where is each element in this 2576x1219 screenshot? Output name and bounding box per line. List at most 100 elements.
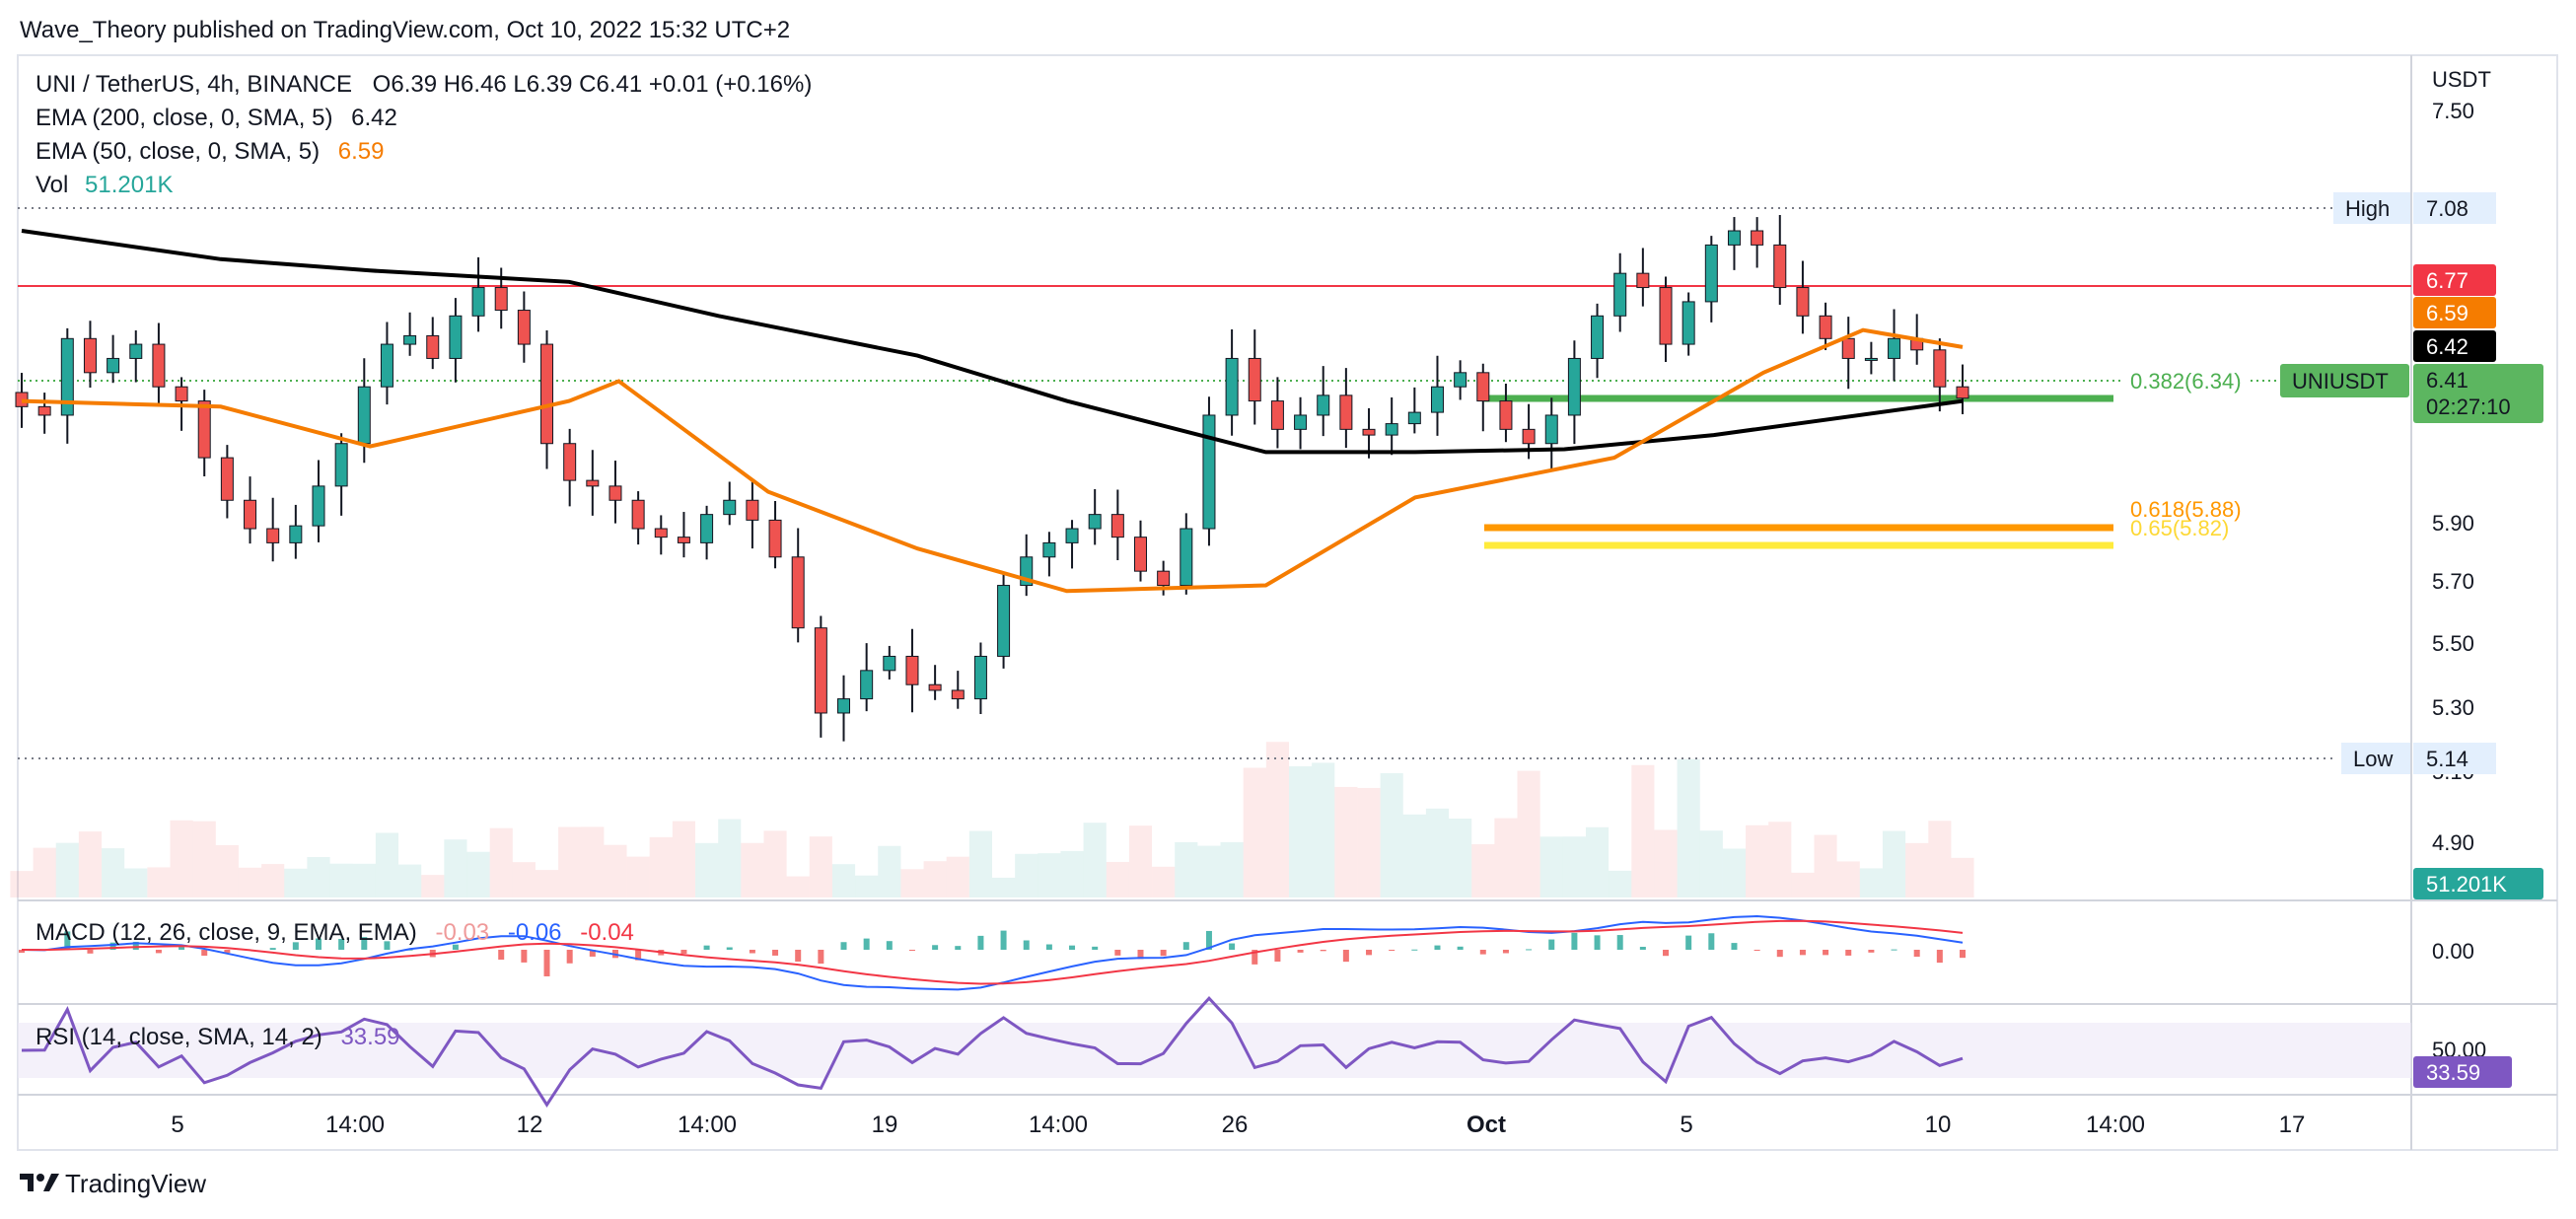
volume-bar (147, 867, 171, 897)
volume-bar (604, 844, 627, 897)
volume-bar (489, 827, 513, 897)
volume-bar (1905, 842, 1929, 897)
candle-down (220, 457, 234, 501)
macd-legend[interactable]: MACD (12, 26, close, 9, EMA, EMA) -0.03 … (36, 919, 634, 946)
time-tick: 17 (2279, 1111, 2306, 1138)
macd-histogram-bar (908, 950, 915, 951)
ema50-legend[interactable]: EMA (50, close, 0, SMA, 5) 6.59 (36, 138, 385, 165)
volume-bar (398, 864, 422, 897)
volume-bar (170, 820, 193, 897)
footer-brand[interactable]: TradingView (65, 1169, 206, 1198)
volume-bar (1128, 825, 1153, 897)
last-symbol-badge[interactable] (2280, 364, 2409, 397)
macd-histogram-bar (1639, 947, 1646, 950)
volume-bar (1677, 758, 1700, 897)
symbol-legend[interactable]: UNI / TetherUS, 4h, BINANCE O6.39 H6.46 … (36, 71, 812, 98)
volume-bar (444, 839, 467, 897)
candle-down (152, 343, 166, 388)
volume-bar (1402, 814, 1426, 897)
macd-histogram-bar (315, 938, 322, 950)
high-label: High (2345, 196, 2390, 221)
macd-histogram-bar (1182, 942, 1189, 950)
macd-histogram-bar (1616, 935, 1623, 950)
macd-histogram-bar (1936, 950, 1943, 964)
candle-up (1225, 357, 1239, 416)
candle-down (608, 485, 622, 501)
tradingview-logo-icon (20, 1174, 59, 1191)
low-label-box (2341, 743, 2410, 774)
volume-bar (649, 836, 673, 897)
last-symbol-text: UNIUSDT (2292, 369, 2389, 394)
candle-down (563, 443, 577, 481)
macd-histogram-bar (1548, 939, 1555, 950)
macd-histogram-bar (179, 947, 185, 950)
macd-histogram-bar (1663, 950, 1670, 957)
ema200-badge-text: 6.42 (2426, 334, 2469, 359)
volume-bar (512, 862, 536, 897)
candle-down (175, 386, 188, 402)
price-tick: 7.50 (2432, 99, 2474, 123)
volume-bar (535, 870, 559, 897)
volume-bar (466, 851, 490, 897)
macd-histogram-bar (1960, 950, 1966, 959)
macd-histogram-bar (361, 937, 368, 950)
macd-histogram-bar (1205, 930, 1212, 950)
rsi-value-badge (2413, 1056, 2512, 1088)
candle-up (1180, 528, 1193, 587)
candle-down (1819, 315, 1832, 339)
macd-histogram-bar (1320, 950, 1326, 952)
price-tick: 5.90 (2432, 511, 2474, 536)
candle-up (1864, 357, 1878, 361)
volume-bar (1609, 870, 1632, 897)
volume-bar (124, 868, 148, 897)
macd-histogram-bar (1229, 943, 1236, 950)
volume-bar (581, 826, 605, 897)
vol-legend-label: Vol (36, 172, 68, 198)
macd-histogram-bar (886, 941, 893, 950)
volume-bar (968, 830, 992, 897)
macd-histogram-bar (201, 950, 208, 957)
macd-histogram-bar (1868, 950, 1875, 953)
candle-up (1682, 301, 1695, 345)
candle-up (1454, 372, 1467, 388)
candle-down (1659, 287, 1673, 345)
volume-bar (1220, 841, 1244, 897)
volume-bar (923, 861, 947, 897)
volume-bar (375, 832, 399, 897)
vol-legend[interactable]: Vol 51.201K (36, 172, 173, 198)
publish-line: Wave_Theory published on TradingView.com… (20, 17, 790, 43)
macd-histogram-bar (1526, 949, 1533, 951)
macd-histogram-bar (818, 950, 824, 965)
volume-bar (809, 836, 832, 897)
volume-bar (352, 863, 376, 897)
time-tick: 5 (1680, 1111, 1692, 1138)
volume-bar (1083, 823, 1107, 897)
panel-frame (17, 54, 2558, 1151)
macd-histogram-bar (1731, 943, 1738, 950)
rsi-legend-label: RSI (14, close, SMA, 14, 2) (36, 1024, 322, 1050)
macd-histogram-bar (64, 931, 71, 950)
time-tick: 10 (1925, 1111, 1952, 1138)
volume-bar (1791, 872, 1815, 897)
candle-up (837, 698, 851, 714)
macd-histogram-bar (863, 938, 870, 950)
ema50-line (21, 327, 1964, 594)
macd-histogram-bar (955, 946, 962, 950)
volume-bar (215, 844, 239, 897)
candle-up (997, 585, 1011, 657)
volume-bar (1197, 845, 1221, 897)
rsi-legend[interactable]: RSI (14, close, SMA, 14, 2) 33.59 (36, 1024, 400, 1050)
candle-down (1362, 428, 1376, 436)
ema50-legend-label: EMA (50, close, 0, SMA, 5) (36, 138, 320, 165)
last-price-badge (2413, 364, 2543, 423)
volume-bar (1882, 830, 1906, 897)
candle-up (1888, 337, 1901, 359)
ema200-badge (2413, 330, 2496, 362)
macd-histogram-bar (19, 950, 25, 953)
ema200-legend[interactable]: EMA (200, close, 0, SMA, 5) 6.42 (36, 105, 397, 131)
candle-up (312, 485, 325, 527)
candle-down (1270, 400, 1284, 430)
candle-down (905, 655, 919, 685)
volume-bar (1517, 770, 1540, 897)
